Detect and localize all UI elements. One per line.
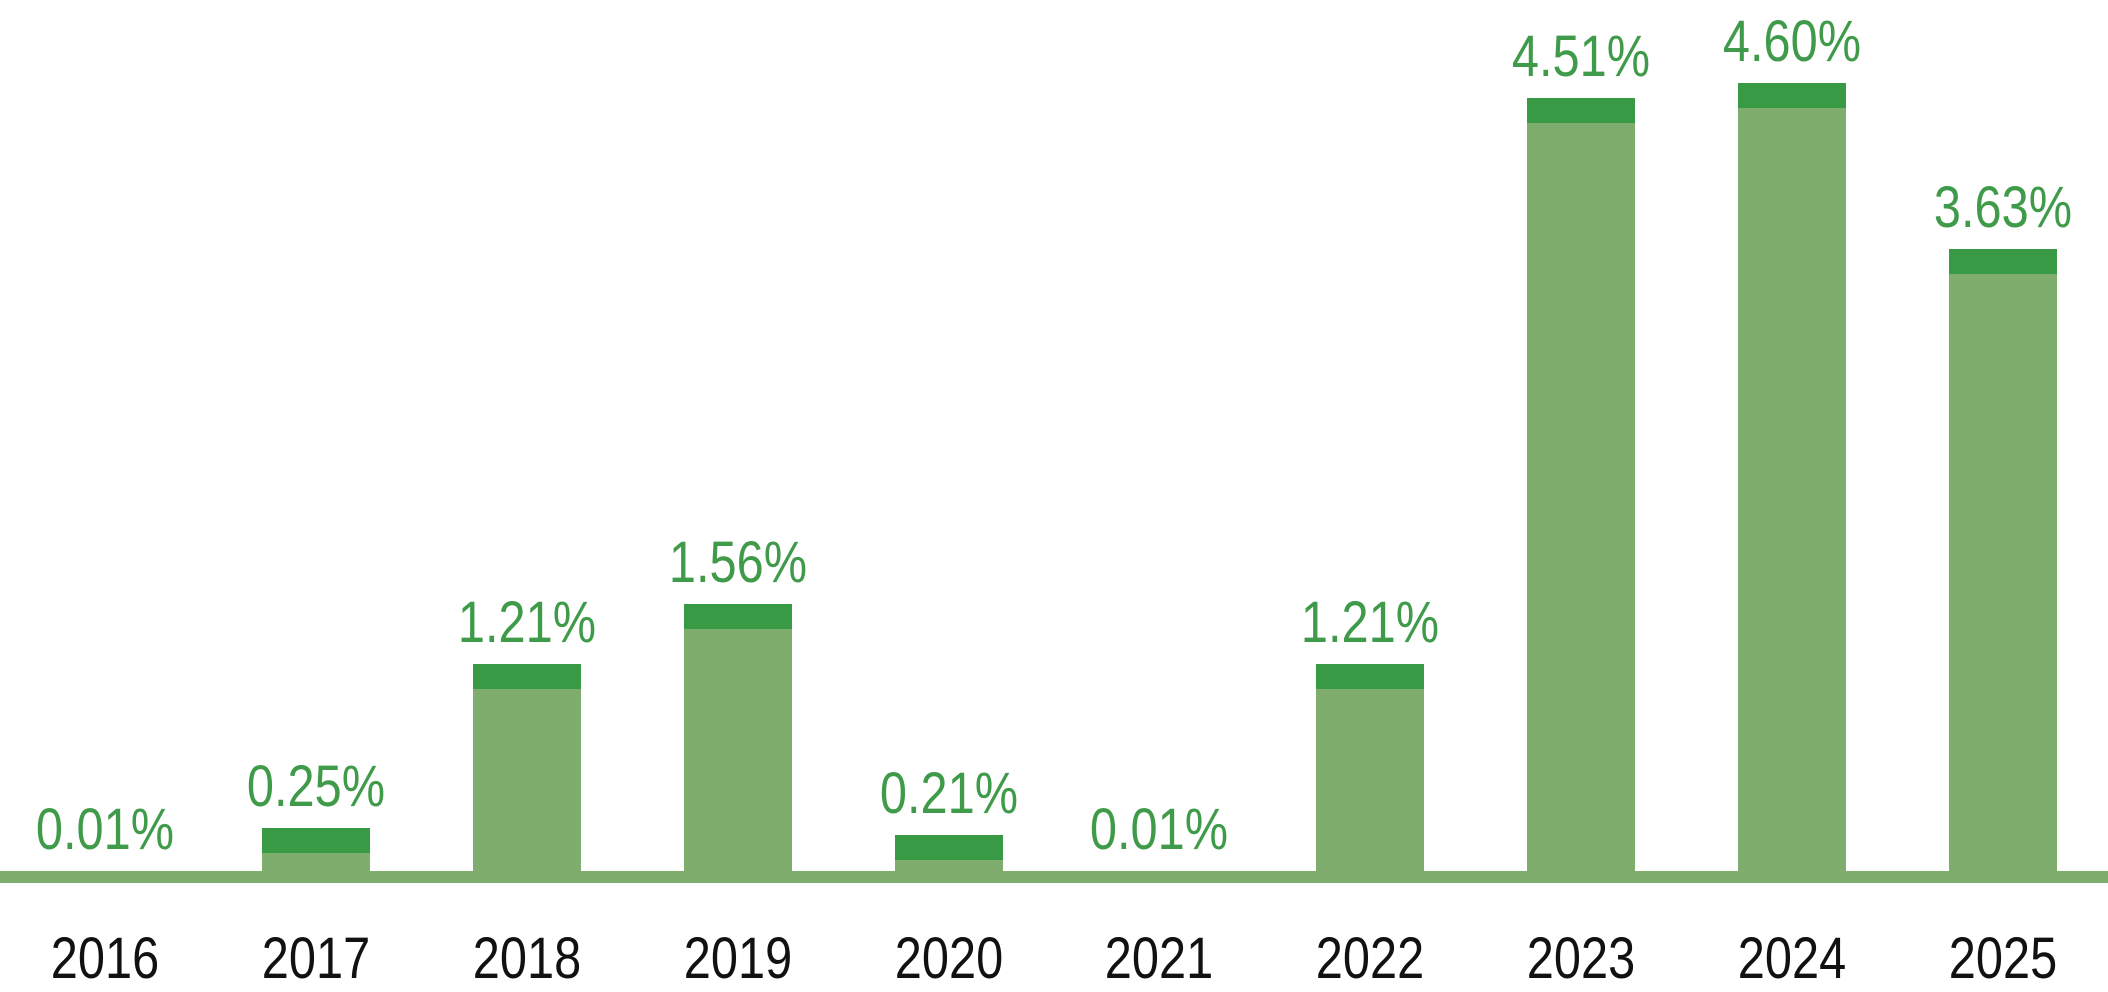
bar-cap-2024: [1737, 83, 1846, 108]
value-label-2016: 0.01%: [36, 797, 175, 862]
value-label-2023: 4.51%: [1511, 24, 1651, 89]
bar-body-2022: [1316, 689, 1425, 871]
x-axis-label-2021: 2021: [1105, 926, 1214, 991]
bar-cap-2025: [1948, 249, 2057, 274]
bar-2024: [1737, 83, 1846, 871]
chart-column-2020: 0.21% 2020: [843, 0, 1054, 992]
bar-body-2019: [683, 629, 792, 871]
x-axis-label-2024: 2024: [1737, 926, 1846, 991]
bar-body-2023: [1526, 123, 1635, 871]
value-label-2022: 1.21%: [1301, 590, 1440, 655]
chart-column-2016: 0.01% 2016: [0, 0, 211, 992]
value-label-2017: 0.25%: [247, 754, 386, 819]
bar-2022: [1316, 664, 1425, 871]
bar-body-2020: [894, 860, 1003, 871]
value-label-2021: 0.01%: [1090, 797, 1229, 862]
chart-column-2018: 1.21% 2018: [422, 0, 633, 992]
bar-body-2024: [1737, 108, 1846, 871]
x-axis-label-2016: 2016: [51, 926, 160, 991]
bar-body-2025: [1948, 274, 2057, 871]
chart-column-2025: 3.63% 2025: [1897, 0, 2108, 992]
x-axis-baseline: [0, 871, 2108, 883]
chart-column-2023: 4.51% 2023: [1476, 0, 1687, 992]
bar-2023: [1526, 98, 1635, 871]
bar-cap-2023: [1526, 98, 1635, 123]
bar-2019: [683, 604, 792, 871]
x-axis-label-2025: 2025: [1948, 926, 2057, 991]
bar-cap-2020: [894, 835, 1003, 860]
bar-cap-2019: [683, 604, 792, 629]
chart-column-2017: 0.25% 2017: [211, 0, 422, 992]
x-axis-label-2022: 2022: [1315, 926, 1425, 991]
bar-cap-2017: [262, 828, 371, 853]
bar-cap-2018: [472, 664, 581, 689]
x-axis-label-2020: 2020: [894, 926, 1003, 991]
chart-column-2022: 1.21% 2022: [1265, 0, 1476, 992]
bar-cap-2022: [1316, 664, 1425, 689]
chart-column-2019: 1.56% 2019: [632, 0, 843, 992]
x-axis-label-2018: 2018: [472, 926, 582, 991]
bar-2020: [894, 835, 1003, 871]
bar-2017: [262, 828, 371, 871]
x-axis-label-2017: 2017: [261, 926, 371, 991]
x-axis-label-2023: 2023: [1526, 926, 1636, 991]
bar-2018: [472, 664, 581, 871]
bar-body-2018: [472, 689, 581, 871]
x-axis-label-2019: 2019: [683, 926, 792, 991]
value-label-2024: 4.60%: [1722, 9, 1861, 74]
value-label-2018: 1.21%: [457, 590, 597, 655]
value-label-2025: 3.63%: [1933, 175, 2072, 240]
chart-column-2024: 4.60% 2024: [1686, 0, 1897, 992]
bar-body-2017: [262, 853, 371, 871]
value-label-2019: 1.56%: [668, 530, 807, 595]
value-label-2020: 0.21%: [879, 761, 1018, 826]
bar-2025: [1948, 249, 2057, 871]
chart-column-2021: 0.01% 2021: [1054, 0, 1265, 992]
